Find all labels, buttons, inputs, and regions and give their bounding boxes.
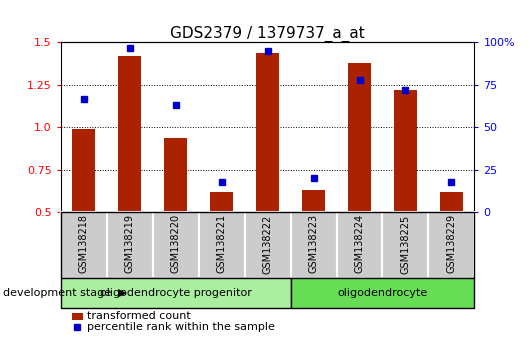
Bar [73, 129, 95, 212]
Text: GSM138223: GSM138223 [308, 215, 319, 274]
Text: GSM138222: GSM138222 [263, 215, 272, 274]
Text: transformed count: transformed count [87, 312, 191, 321]
Bar [348, 63, 371, 212]
Bar [210, 192, 233, 212]
Bar [337, 212, 383, 278]
Bar [290, 212, 337, 278]
Bar [61, 212, 107, 278]
Text: GSM138225: GSM138225 [401, 215, 410, 274]
Bar [256, 53, 279, 212]
Bar [61, 278, 290, 308]
Text: GSM138229: GSM138229 [446, 215, 456, 274]
Bar [164, 138, 187, 212]
Text: GSM138218: GSM138218 [79, 215, 89, 273]
Bar [118, 56, 142, 212]
Bar [290, 278, 474, 308]
Bar [153, 212, 199, 278]
Text: percentile rank within the sample: percentile rank within the sample [87, 322, 275, 332]
Bar [383, 212, 428, 278]
Title: GDS2379 / 1379737_a_at: GDS2379 / 1379737_a_at [170, 26, 365, 42]
Bar [440, 192, 463, 212]
Text: GSM138221: GSM138221 [217, 215, 227, 274]
Bar [302, 190, 325, 212]
Bar [394, 90, 417, 212]
Text: GSM138219: GSM138219 [125, 215, 135, 273]
Text: development stage  ▶: development stage ▶ [3, 288, 126, 298]
Bar [107, 212, 153, 278]
Text: oligodendrocyte: oligodendrocyte [338, 288, 428, 298]
Bar [428, 212, 474, 278]
Text: GSM138224: GSM138224 [355, 215, 365, 274]
Bar [245, 212, 290, 278]
Bar [199, 212, 245, 278]
Text: GSM138220: GSM138220 [171, 215, 181, 274]
Text: oligodendrocyte progenitor: oligodendrocyte progenitor [100, 288, 252, 298]
